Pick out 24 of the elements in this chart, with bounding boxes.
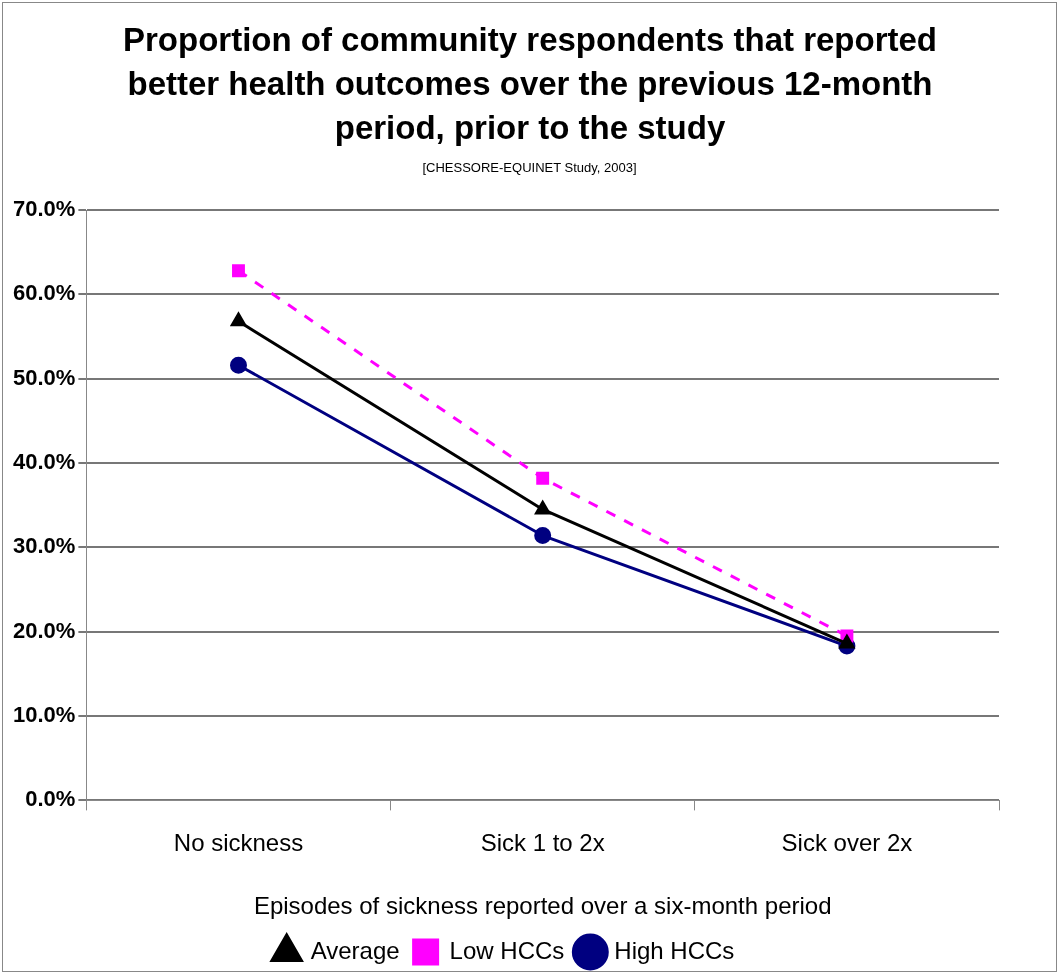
- y-tick-label: 40.0%: [12, 449, 76, 475]
- point: [229, 356, 247, 374]
- x-tick-label: No sickness: [173, 829, 304, 857]
- y-tick-label: 20.0%: [12, 617, 76, 643]
- y-tick-label: 60.0%: [12, 280, 76, 306]
- y-tick-label: 10.0%: [12, 702, 76, 728]
- y-tick-label: 70.0%: [12, 196, 76, 222]
- legend-label: High HCCs: [614, 936, 735, 964]
- legend-label: Average: [310, 936, 400, 964]
- x-tick-label: Sick over 2x: [781, 829, 913, 857]
- point: [535, 500, 551, 515]
- point: [230, 312, 247, 327]
- y-tick-label: 50.0%: [12, 364, 76, 390]
- y-tick-label: 0.0%: [25, 786, 76, 812]
- y-tick-label: 30.0%: [12, 533, 76, 559]
- point: [536, 471, 550, 485]
- legend-label: Low HCCs: [449, 936, 565, 964]
- chart-subtitle: [CHESSORE-EQUINET Study, 2003]: [421, 160, 638, 175]
- x-tick-label: Sick 1 to 2x: [480, 829, 605, 857]
- chart-title: Proportion of community respondents that reported better health outcomes over the previous 12-month period, prior to the study: [122, 20, 938, 148]
- point: [534, 527, 552, 545]
- point: [232, 264, 245, 278]
- x-axis-title: Episodes of sickness reported over a six-month period: [253, 892, 832, 920]
- point: [839, 635, 855, 649]
